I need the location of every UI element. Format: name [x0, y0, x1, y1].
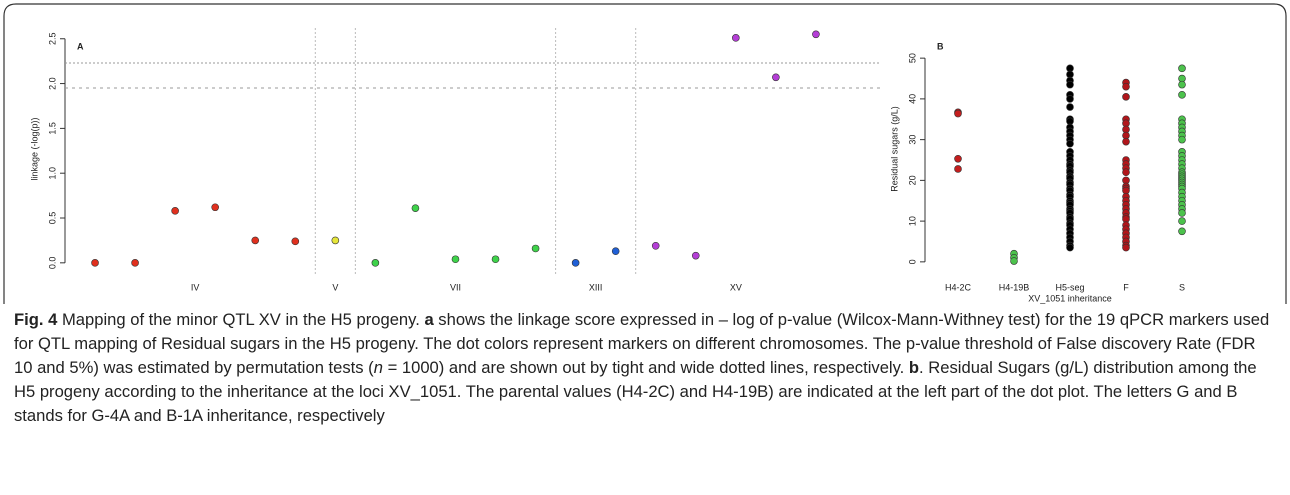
y-tick-label: 30 — [907, 135, 917, 145]
figure-border — [3, 3, 1287, 304]
marker-point — [131, 259, 139, 267]
sample-point — [1066, 95, 1074, 103]
sample-point — [1010, 257, 1018, 265]
caption-text: n — [373, 358, 383, 377]
marker-point — [211, 203, 219, 212]
caption: Fig. 4 Mapping of the minor QTL XV in th… — [14, 308, 1278, 428]
x-tick-label: F — [1123, 282, 1129, 292]
caption-text: Fig. 4 — [14, 310, 58, 329]
x-tick-label: H4-2C — [945, 282, 972, 292]
marker-point — [772, 73, 780, 82]
caption-text: Mapping of the minor QTL XV in the H5 pr… — [57, 310, 425, 329]
y-tick-label: 1.5 — [47, 122, 57, 135]
y-tick-label: 10 — [907, 216, 917, 226]
y-tick-label: 0.5 — [47, 212, 57, 225]
x-axis-title: XV_1051 inheritance — [1028, 293, 1112, 303]
marker-point — [451, 255, 460, 264]
caption-text: a — [424, 310, 434, 329]
sample-point — [954, 109, 962, 118]
marker-point — [571, 259, 580, 267]
x-tick-label: S — [1179, 282, 1185, 292]
y-tick-label: 1.0 — [47, 167, 57, 180]
sample-point — [1178, 209, 1186, 217]
marker-point — [651, 242, 660, 250]
sample-point — [1178, 91, 1186, 99]
chromosome-label: XIII — [589, 282, 603, 292]
marker-point — [291, 237, 300, 246]
sample-point — [1066, 139, 1074, 148]
y-axis-title: Residual sugars (g/L) — [889, 106, 899, 192]
marker-point — [371, 259, 380, 267]
y-tick-label: 50 — [907, 53, 917, 63]
caption-text: shows the linkage score expressed in – l… — [14, 310, 1270, 377]
sample-point — [1066, 243, 1074, 252]
sample-point — [1066, 103, 1074, 111]
sample-point — [1178, 64, 1186, 73]
marker-point — [251, 236, 260, 245]
chromosome-label: IV — [191, 282, 200, 292]
sample-point — [1178, 80, 1186, 89]
marker-point — [691, 251, 700, 260]
y-axis-title: linkage (-log(p)) — [29, 117, 39, 180]
marker-point — [171, 207, 179, 215]
marker-point — [531, 244, 540, 253]
y-tick-label: 0.0 — [47, 257, 57, 270]
caption-text: b — [908, 358, 920, 377]
sample-point — [1178, 227, 1186, 236]
chromosome-label: VII — [450, 282, 461, 292]
y-tick-label: 2.0 — [47, 77, 57, 90]
chromosome-label: V — [332, 282, 338, 292]
panel-label: A — [77, 41, 84, 51]
sample-point — [1122, 168, 1130, 177]
caption-text: . Residual Sugars (g/L) distribution amo… — [14, 358, 1257, 425]
x-tick-label: H5-seg — [1055, 282, 1084, 292]
y-tick-label: 0 — [907, 259, 917, 264]
sample-point — [1122, 243, 1130, 252]
sample-point — [1178, 217, 1186, 225]
sample-point — [1122, 82, 1130, 91]
y-tick-label: 40 — [907, 94, 917, 104]
chromosome-label: XV — [730, 282, 742, 292]
sample-point — [954, 154, 962, 163]
y-tick-label: 20 — [907, 175, 917, 185]
x-tick-label: H4-19B — [999, 282, 1030, 292]
marker-point — [91, 259, 99, 267]
sample-point — [1178, 135, 1186, 144]
sample-point — [1122, 137, 1130, 146]
marker-point — [411, 204, 420, 212]
sample-point — [1066, 80, 1074, 89]
panel-label: B — [937, 41, 944, 51]
caption-text: = 1000) and are shown out by tight and w… — [382, 358, 909, 377]
marker-point — [611, 247, 620, 255]
sample-point — [954, 165, 962, 173]
marker-point — [732, 34, 740, 42]
sample-point — [1122, 93, 1130, 101]
marker-point — [491, 255, 500, 264]
y-tick-label: 2.5 — [47, 32, 57, 45]
marker-point — [331, 236, 340, 245]
figure: 0.0 0.5 1.0 1.5 2.0 2.5 linkage (-log(p)) A IV V V… — [3, 3, 1287, 304]
marker-point — [812, 30, 820, 39]
